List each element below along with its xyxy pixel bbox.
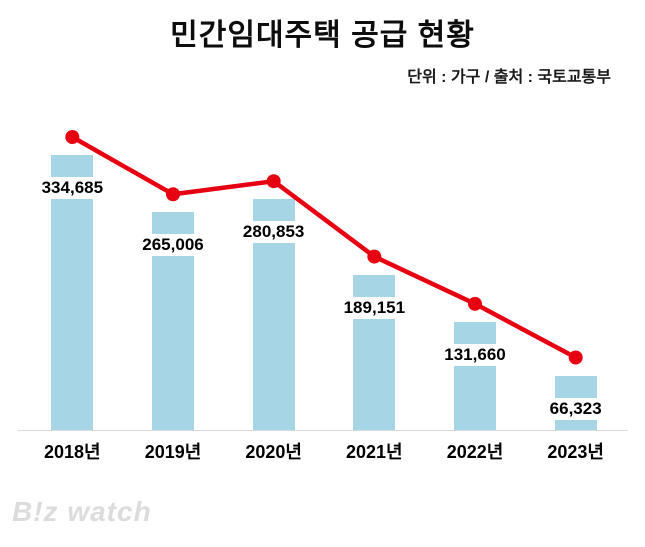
x-axis-label: 2018년 — [44, 442, 101, 462]
x-axis-label: 2021년 — [346, 442, 403, 462]
line-marker — [568, 350, 583, 365]
bar-value-label: 189,151 — [339, 296, 410, 319]
bar-value-label: 131,660 — [440, 343, 510, 366]
line-marker — [166, 187, 180, 202]
x-axis-label: 2019년 — [144, 442, 202, 462]
bar-value-label: 265,006 — [138, 234, 208, 257]
bar — [454, 321, 496, 430]
bar-value-label: 334,685 — [37, 177, 108, 199]
line-marker — [266, 174, 281, 189]
bizwatch-logo-watermark: B!z watch — [12, 496, 152, 527]
bar-value-label: 66,323 — [545, 397, 606, 420]
x-axis-label: 2023년 — [547, 442, 604, 462]
line-marker — [468, 296, 482, 311]
x-axis-line — [18, 430, 628, 431]
line-marker — [65, 130, 80, 144]
chart-subtitle: 단위 : 가구 / 출처 : 국토교통부 — [407, 69, 611, 86]
bar-value-label: 280,853 — [238, 221, 309, 244]
x-axis-label: 2020년 — [245, 442, 302, 462]
line-marker — [367, 249, 382, 264]
x-axis-label: 2022년 — [446, 442, 504, 462]
chart-title: 민간임대주택 공급 현황 — [170, 19, 475, 52]
